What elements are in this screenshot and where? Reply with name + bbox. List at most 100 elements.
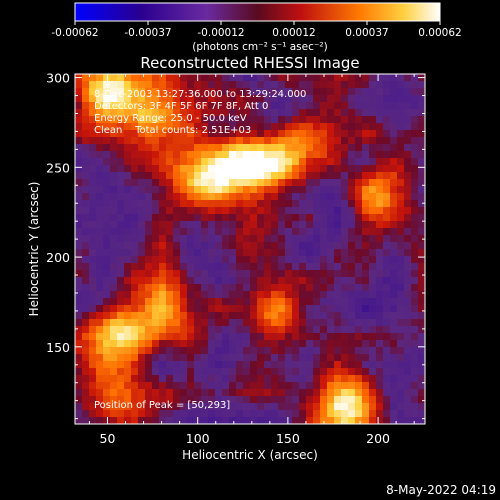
heatmap-cell <box>411 214 419 222</box>
heatmap-cell <box>208 410 216 418</box>
heatmap-cell <box>138 333 146 341</box>
heatmap-cell <box>194 123 202 131</box>
heatmap-cell <box>278 144 286 152</box>
heatmap-cell <box>327 340 335 348</box>
heatmap-cell <box>180 256 188 264</box>
heatmap-cell <box>82 249 90 257</box>
heatmap-cell <box>110 312 118 320</box>
heatmap-cell <box>124 165 132 173</box>
heatmap-cell <box>131 396 139 404</box>
heatmap-cell <box>369 172 377 180</box>
heatmap-cell <box>306 144 314 152</box>
heatmap-cell <box>194 326 202 334</box>
heatmap-cell <box>397 298 405 306</box>
heatmap-cell <box>299 319 307 327</box>
heatmap-cell <box>173 354 181 362</box>
heatmap-cell <box>215 277 223 285</box>
heatmap-cell <box>124 193 132 201</box>
heatmap-cell <box>201 200 209 208</box>
heatmap-cell <box>131 354 139 362</box>
heatmap-cell <box>103 165 111 173</box>
heatmap-cell <box>285 354 293 362</box>
heatmap-cell <box>355 347 363 355</box>
heatmap-cell <box>117 403 125 411</box>
heatmap-cell <box>173 102 181 110</box>
heatmap-cell <box>131 172 139 180</box>
heatmap-cell <box>369 116 377 124</box>
heatmap-cell <box>320 165 328 173</box>
heatmap-cell <box>404 137 412 145</box>
heatmap-cell <box>292 102 300 110</box>
heatmap-cell <box>285 179 293 187</box>
heatmap-cell <box>285 193 293 201</box>
heatmap-cell <box>194 298 202 306</box>
heatmap-cell <box>271 235 279 243</box>
heatmap-cell <box>166 354 174 362</box>
heatmap-cell <box>285 326 293 334</box>
heatmap-cell <box>229 382 237 390</box>
heatmap-cell <box>173 326 181 334</box>
heatmap-cell <box>201 375 209 383</box>
heatmap-cell <box>215 228 223 236</box>
heatmap-cell <box>138 221 146 229</box>
heatmap-cell <box>215 214 223 222</box>
heatmap-cell <box>362 256 370 264</box>
heatmap-cell <box>257 361 265 369</box>
heatmap-cell <box>418 326 426 334</box>
heatmap-cell <box>138 158 146 166</box>
heatmap-cell <box>180 249 188 257</box>
heatmap-cell <box>362 179 370 187</box>
heatmap-cell <box>327 368 335 376</box>
heatmap-cell <box>194 375 202 383</box>
heatmap-cell <box>117 333 125 341</box>
heatmap-cell <box>376 326 384 334</box>
heatmap-cell <box>390 200 398 208</box>
heatmap-cell <box>362 88 370 96</box>
heatmap-cell <box>341 228 349 236</box>
heatmap-cell <box>369 193 377 201</box>
heatmap-cell <box>390 417 398 425</box>
heatmap-cell <box>341 235 349 243</box>
heatmap-cell <box>320 249 328 257</box>
heatmap-cell <box>285 228 293 236</box>
heatmap-cell <box>145 347 153 355</box>
heatmap-cell <box>180 88 188 96</box>
heatmap-cell <box>397 256 405 264</box>
heatmap-cell <box>250 249 258 257</box>
heatmap-cell <box>355 172 363 180</box>
heatmap-cell <box>264 410 272 418</box>
heatmap-cell <box>180 158 188 166</box>
heatmap-cell <box>96 417 104 425</box>
heatmap-cell <box>362 354 370 362</box>
heatmap-cell <box>236 200 244 208</box>
heatmap-cell <box>299 396 307 404</box>
heatmap-cell <box>320 214 328 222</box>
heatmap-cell <box>418 214 426 222</box>
heatmap-cell <box>292 165 300 173</box>
heatmap-cell <box>250 312 258 320</box>
heatmap-cell <box>306 151 314 159</box>
heatmap-cell <box>397 319 405 327</box>
heatmap-cell <box>180 123 188 131</box>
heatmap-cell <box>82 179 90 187</box>
heatmap-cell <box>201 417 209 425</box>
heatmap-cell <box>341 291 349 299</box>
heatmap-cell <box>411 249 419 257</box>
heatmap-cell <box>152 270 160 278</box>
heatmap-cell <box>327 228 335 236</box>
heatmap-cell <box>334 368 342 376</box>
heatmap-cell <box>327 165 335 173</box>
heatmap-cell <box>89 102 97 110</box>
heatmap-cell <box>159 137 167 145</box>
heatmap-cell <box>222 144 230 152</box>
heatmap-cell <box>383 116 391 124</box>
heatmap-cell <box>96 354 104 362</box>
heatmap-cell <box>138 151 146 159</box>
heatmap-cell <box>96 249 104 257</box>
heatmap-cell <box>166 179 174 187</box>
heatmap-cell <box>166 158 174 166</box>
heatmap-cell <box>411 256 419 264</box>
heatmap-cell <box>306 158 314 166</box>
heatmap-cell <box>229 109 237 117</box>
heatmap-cell <box>320 291 328 299</box>
